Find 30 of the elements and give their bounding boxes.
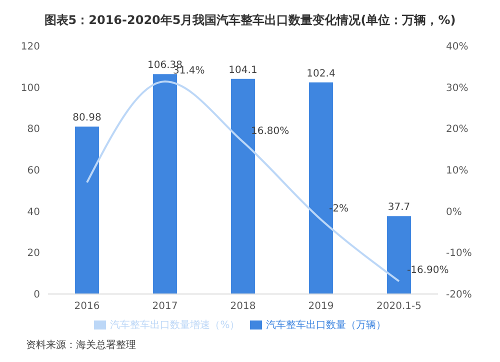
y2-tick-label: -20% [446, 290, 472, 301]
data-label: 37.7 [388, 202, 410, 214]
text: 资料来源：海关总署整理 [26, 338, 137, 352]
x-tick-label: 2018 [230, 301, 256, 312]
data-label: 80.98 [72, 112, 102, 124]
data-label: 31.4% [173, 66, 205, 77]
data-label: 102.4 [306, 68, 336, 80]
x-tick-label: 2017 [152, 301, 178, 312]
y2-tick-label: -10% [446, 248, 472, 260]
legend-label: 汽车整车出口数量（万辆） [266, 320, 386, 331]
y2-tick-label: 40% [446, 42, 468, 53]
y-tick-label: 40 [27, 206, 40, 218]
y2-tick-label: 20% [446, 124, 468, 136]
bar [75, 126, 99, 294]
y-tick-label: 100 [20, 82, 40, 94]
bar [153, 74, 177, 294]
x-tick-label: 2020.1-5 [376, 301, 422, 312]
y-tick-label: 0 [34, 290, 40, 301]
y-tick-label: 20 [27, 248, 40, 260]
legend-label: 汽车整车出口数量增速（%） [110, 320, 240, 331]
data-label: 104.1 [228, 64, 258, 76]
y-tick-label: 80 [27, 124, 40, 136]
y2-tick-label: 30% [446, 82, 468, 94]
chart-title: 图表5：2016-2020年5月我国汽车整车出口数量变化情况(单位：万辆，%) [43, 12, 457, 29]
x-tick-label: 2019 [308, 301, 334, 312]
x-tick-label: 2016 [74, 301, 100, 312]
y2-tick-label: 10% [446, 166, 468, 177]
y2-tick-label: 0% [446, 206, 462, 218]
y-tick-label: 120 [20, 42, 40, 53]
y-tick-label: 60 [27, 166, 40, 177]
